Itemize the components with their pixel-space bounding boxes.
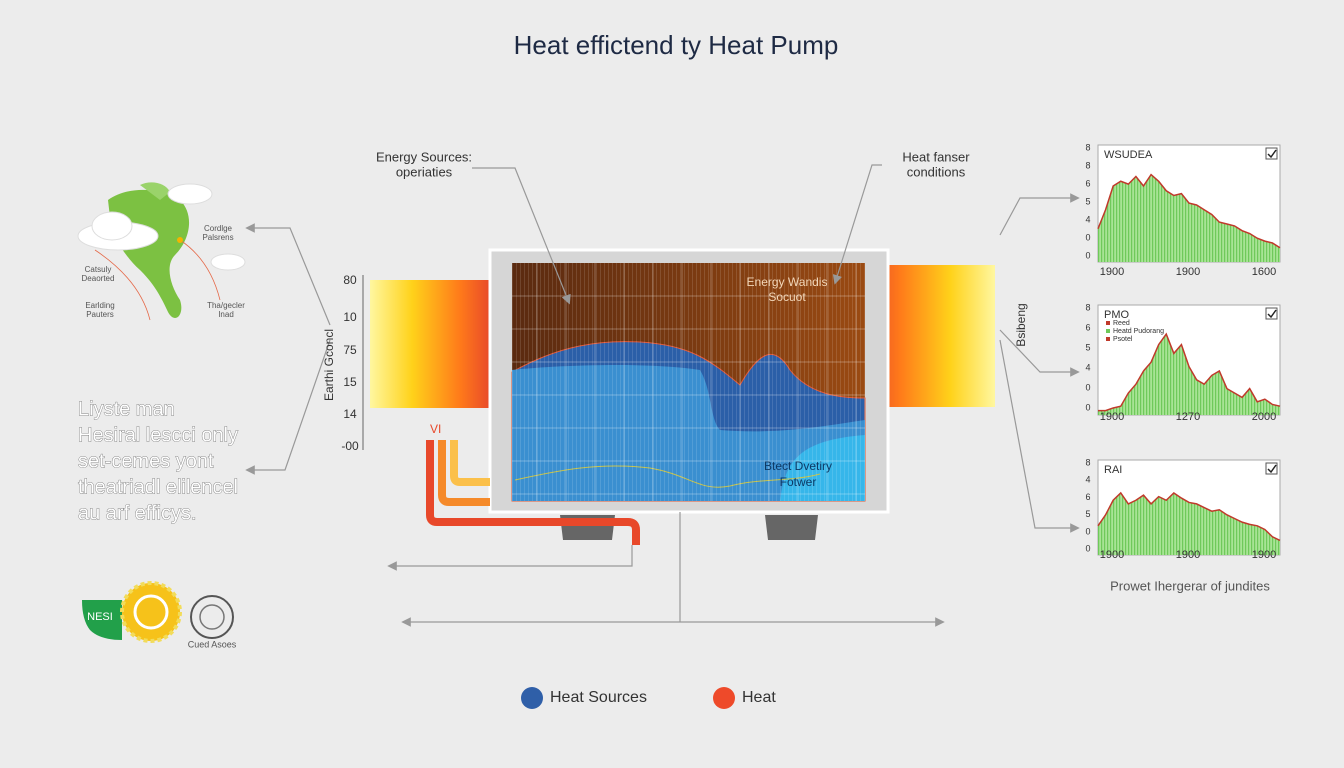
label: VI <box>430 422 441 436</box>
label: 1900 <box>1176 549 1200 561</box>
connectors <box>245 164 1080 627</box>
legend-icon <box>521 687 543 709</box>
label: Heat <box>742 689 776 706</box>
mini-line <box>1098 332 1281 412</box>
label: 8 <box>1085 142 1090 152</box>
label: 4 <box>1085 362 1090 372</box>
legend-swatch <box>1106 321 1110 325</box>
checkbox <box>1265 307 1278 320</box>
title: Heat effictend ty Heat Pump <box>514 30 839 60</box>
pipe <box>438 440 490 506</box>
label: 8 <box>1085 302 1090 312</box>
label: theatriadl elilencel <box>78 476 238 498</box>
checkbox <box>1265 462 1278 475</box>
label: Cordlge <box>204 224 233 233</box>
label: 5 <box>1085 509 1090 519</box>
label: conditions <box>907 164 966 179</box>
label: 8 <box>1085 160 1090 170</box>
label: 6 <box>1085 178 1090 188</box>
label: 0 <box>1085 544 1090 554</box>
label: 80 <box>343 273 357 287</box>
heat-gradient <box>370 280 490 408</box>
label: 1600 <box>1252 266 1276 278</box>
panel-texture <box>512 263 865 501</box>
label: -00 <box>341 439 359 453</box>
mini-area <box>1098 334 1280 415</box>
label: Heatd Pudorang <box>1113 328 1164 335</box>
mini-area <box>1098 492 1280 555</box>
label: Prowet Ihergerar of jundites <box>1110 578 1270 593</box>
mini-line <box>1097 173 1281 249</box>
label: 8 <box>1085 457 1090 467</box>
label: NESI <box>87 611 113 623</box>
panel-grid <box>512 263 865 501</box>
label: Palsrens <box>202 233 233 242</box>
label: Btect Dvetiry <box>764 459 832 473</box>
mini-line <box>1097 491 1281 542</box>
label: Fotwer <box>780 475 817 489</box>
pipe <box>426 440 640 545</box>
label: PMO <box>1104 309 1130 321</box>
label: Heat Sources <box>550 689 647 706</box>
label: 2000 <box>1252 411 1276 423</box>
label: Inad <box>218 310 234 319</box>
label: 5 <box>1085 196 1090 206</box>
label: 1900 <box>1176 266 1200 278</box>
label: 1900 <box>1100 549 1124 561</box>
map <box>77 182 246 321</box>
label: Heat fanser <box>902 149 970 164</box>
label: Reed <box>1113 320 1130 327</box>
label: au arf efficys. <box>78 502 197 524</box>
label: 5 <box>1085 342 1090 352</box>
label: Deaorted <box>82 274 115 283</box>
logos <box>82 581 234 643</box>
label: 1900 <box>1100 411 1124 423</box>
label: Energy Sources: <box>376 149 472 164</box>
stands <box>560 515 818 540</box>
label: 0 <box>1085 526 1090 536</box>
label: WSUDEA <box>1104 149 1153 161</box>
label: Catsuly <box>85 265 112 274</box>
label: Hesiral lescci only <box>78 424 238 446</box>
label: set-cemes yont <box>78 450 214 472</box>
label: 14 <box>343 407 357 421</box>
label: 0 <box>1085 232 1090 242</box>
label: 4 <box>1085 475 1090 485</box>
label: 6 <box>1085 492 1090 502</box>
label: Tha/gecler <box>207 301 245 310</box>
checkbox <box>1265 147 1278 160</box>
legend-swatch <box>1106 337 1110 341</box>
label: 0 <box>1085 250 1090 260</box>
label: Energy Wandis <box>747 275 828 289</box>
label: 15 <box>343 375 357 389</box>
label: 0 <box>1085 402 1090 412</box>
label: 1900 <box>1252 549 1276 561</box>
label: Earlding <box>85 301 114 310</box>
label: 10 <box>343 310 357 324</box>
mini-area <box>1098 174 1280 262</box>
label: Pauters <box>86 310 114 319</box>
label: Psotel <box>1113 336 1133 343</box>
label: Socuot <box>768 290 806 304</box>
label: 1900 <box>1100 266 1124 278</box>
checkmark <box>1267 309 1277 319</box>
label: Cued Asoes <box>188 639 237 649</box>
label: 4 <box>1085 214 1090 224</box>
legend-icon <box>713 687 735 709</box>
checkmark <box>1267 464 1277 474</box>
label: 1270 <box>1176 411 1200 423</box>
legend-swatch <box>1106 329 1110 333</box>
label: Liyste man <box>78 398 175 420</box>
label: 75 <box>343 343 357 357</box>
label: Bsibeng <box>1014 303 1028 346</box>
label: RAI <box>1104 464 1122 476</box>
label: operiaties <box>396 164 453 179</box>
checkmark <box>1267 149 1277 159</box>
label: 6 <box>1085 322 1090 332</box>
label: Earthi Gconcl <box>322 329 336 401</box>
pipe <box>450 440 490 486</box>
label: 0 <box>1085 382 1090 392</box>
